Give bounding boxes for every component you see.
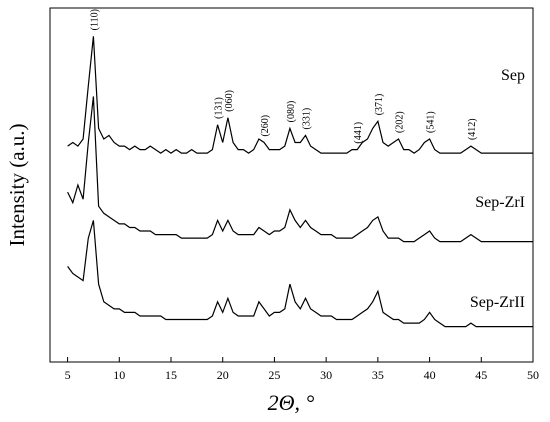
x-tick-label: 45 — [475, 368, 487, 382]
peak-label: (110) — [89, 9, 100, 30]
series-label: Sep-ZrI — [475, 194, 525, 211]
peak-label: (060) — [224, 90, 235, 112]
series-label: Sep-ZrII — [470, 294, 525, 311]
series-line — [67, 96, 533, 243]
x-tick-label: 15 — [165, 368, 177, 382]
series-label: Sep — [501, 67, 525, 84]
series-line — [67, 220, 533, 328]
series-line — [67, 36, 533, 154]
plot-frame — [49, 7, 534, 363]
peak-label: (260) — [260, 115, 271, 137]
peak-label: (541) — [426, 111, 437, 133]
peak-label: (131) — [214, 97, 225, 119]
x-tick-label: 5 — [65, 368, 71, 382]
x-tick-label: 20 — [217, 368, 229, 382]
x-tick-label: 35 — [372, 368, 384, 382]
y-axis-label: Intensity (a.u.) — [5, 123, 29, 246]
peak-label: (331) — [301, 108, 312, 130]
peak-label: (412) — [467, 118, 478, 140]
x-tick-label: 50 — [527, 368, 539, 382]
peak-label: (080) — [286, 101, 297, 123]
x-tick-label: 25 — [268, 368, 280, 382]
peak-label: (441) — [353, 122, 364, 144]
peak-label: (202) — [395, 111, 406, 133]
x-tick-label: 30 — [320, 368, 332, 382]
peak-label: (371) — [374, 94, 385, 116]
x-axis-label: 2Θ, ° — [268, 390, 315, 415]
x-tick-label: 10 — [113, 368, 125, 382]
x-tick-label: 40 — [424, 368, 436, 382]
